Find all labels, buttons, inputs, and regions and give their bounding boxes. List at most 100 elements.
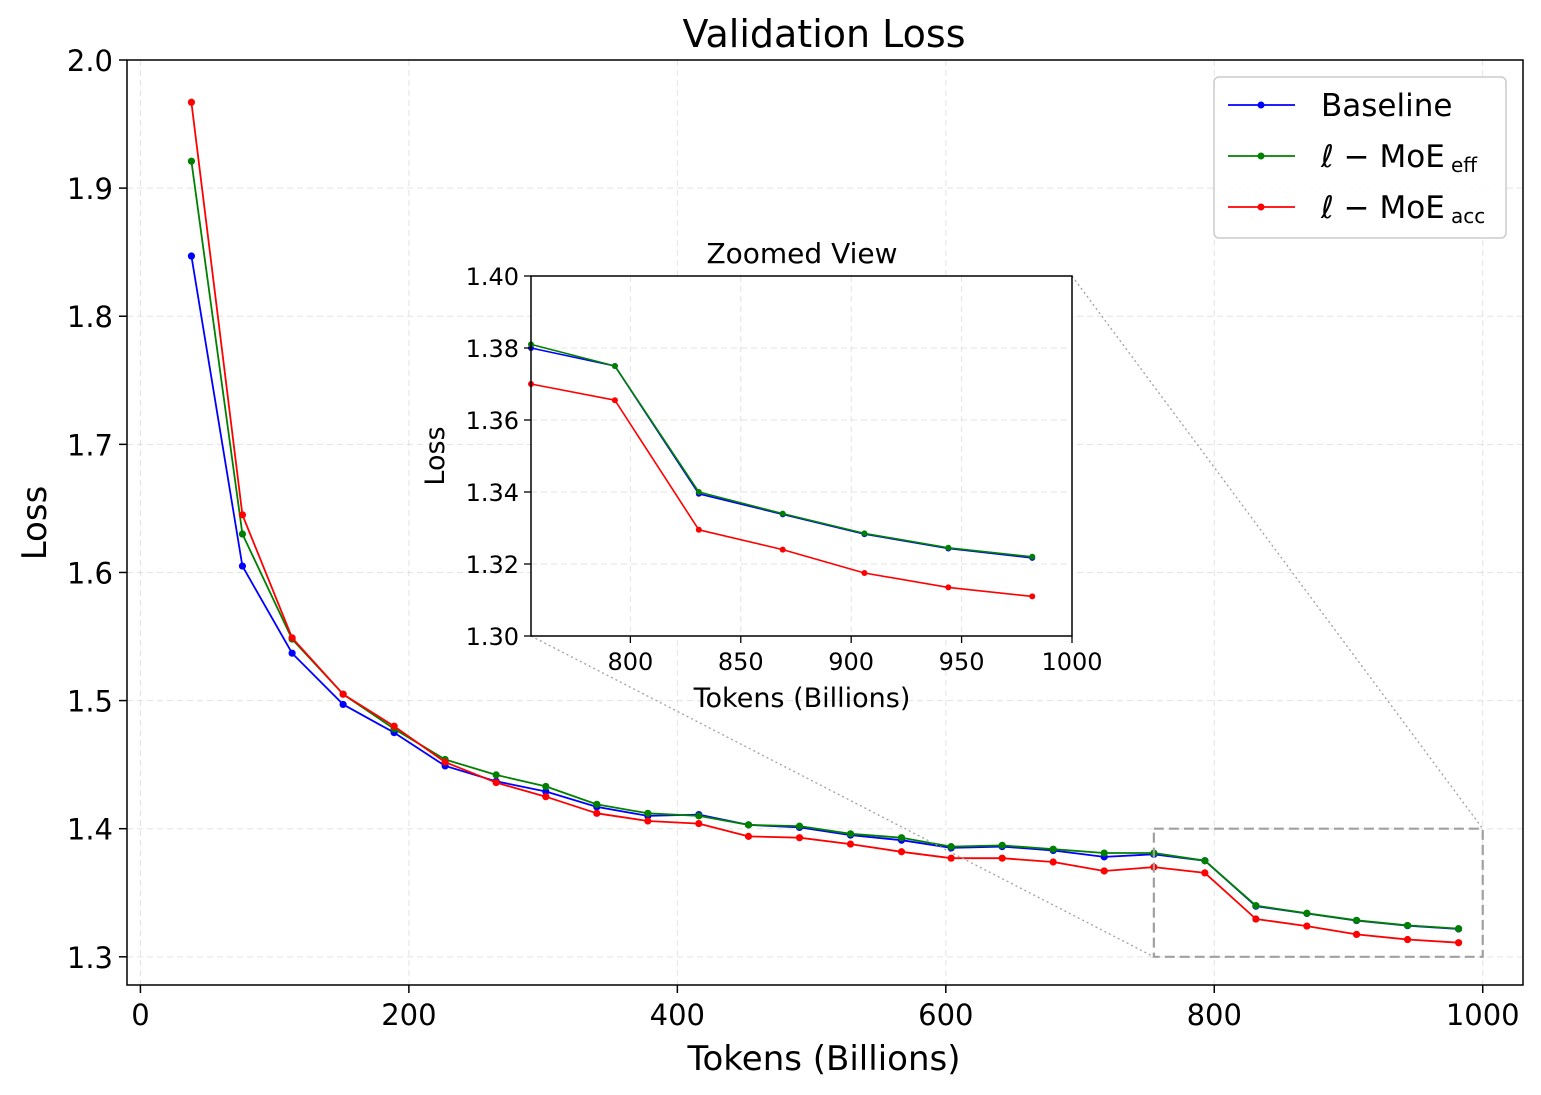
main-y-tick-label: 1.9 [67,172,113,206]
legend-entry-baseline: Baseline [1228,88,1452,124]
main-point-s1-16 [998,841,1006,849]
main-x-tick-label: 0 [131,998,149,1032]
main-point-s2-7 [542,793,550,801]
inset-y-tick-label: 1.32 [466,551,519,579]
main-series-line-1 [190,161,1459,930]
inset-y-tick-label: 1.34 [466,479,519,507]
inset-y-tick-label: 1.40 [466,263,519,291]
main-point-s1-14 [897,834,906,842]
main-y-tick-label: 1.8 [67,300,113,334]
inset-plot-frame [530,275,1073,637]
inset-x-ticks: 800 850 900 950 1000 [607,636,1103,676]
main-point-s1-18 [1100,849,1108,857]
main-point-s2-5 [441,758,449,766]
main-point-s1-12 [795,822,804,830]
inset-point-s2-21 [695,526,702,533]
main-point-s1-10 [695,812,703,820]
main-point-s0-0 [187,252,196,260]
legend-box [1213,76,1507,239]
main-y-ticks: 1.3 1.4 1.5 1.6 1.7 1.8 1.9 2.0 [67,44,127,975]
main-point-s2-18 [1100,867,1108,875]
main-y-tick-label: 1.5 [67,685,113,719]
main-title: Validation Loss [682,12,965,56]
inset-y-ticks: 1.30 1.32 1.34 1.36 1.38 1.40 [466,263,531,651]
inset-point-s2-23 [861,570,868,576]
main-point-s0-1 [238,562,247,570]
inset-background [531,276,1072,636]
inset-point-s1-21 [695,489,702,495]
main-point-s1-7 [542,782,550,791]
main-point-s2-21 [1252,915,1260,923]
main-point-s2-6 [492,778,500,787]
legend-marker-moe-eff [1257,152,1265,160]
main-point-s2-8 [593,809,601,817]
main-point-s2-20 [1201,869,1209,877]
main-x-ticks: 0 200 400 600 800 1000 [131,985,1520,1032]
main-point-s2-4 [390,722,398,730]
main-x-tick-label: 600 [918,998,973,1032]
main-y-tick-label: 2.0 [67,44,113,78]
inset-y-tick-label: 1.38 [466,335,519,363]
main-point-s1-1 [238,530,247,538]
main-point-s1-13 [846,830,855,838]
main-point-s0-7 [542,787,550,796]
main-point-s1-11 [744,821,753,829]
main-point-s1-0 [187,157,196,165]
main-point-s1-8 [593,800,601,808]
main-point-s1-20 [1201,857,1209,865]
inset-title: Zoomed View [706,237,897,270]
main-point-s2-17 [1049,858,1057,866]
legend-subscript-eff: eff [1451,153,1478,177]
main-point-s2-15 [947,854,955,862]
main-x-tick-label: 1000 [1446,998,1520,1032]
legend-entry-moe-eff: ℓ − MoE eff [1228,139,1478,177]
inset-point-s2-25 [1029,593,1036,600]
main-x-tick-label: 400 [650,998,705,1032]
inset-x-tick-label: 900 [828,648,874,676]
main-x-axis-label: Tokens (Billions) [687,1039,961,1079]
main-point-s1-23 [1352,916,1361,924]
main-series-line-2 [190,102,1459,944]
zoom-indicator [530,275,1484,958]
main-point-s1-17 [1049,845,1057,853]
main-x-tick-label: 200 [381,998,436,1032]
main-point-s1-24 [1403,921,1412,930]
main-y-tick-label: 1.7 [67,428,113,462]
inset-point-s1-25 [1029,553,1036,560]
main-point-s2-23 [1352,930,1361,938]
main-point-s1-22 [1303,909,1311,917]
inset-x-tick-label: 800 [607,648,653,676]
zoom-connector-bottom [530,635,1155,958]
legend-label-moe-acc: ℓ − MoE [1320,190,1445,226]
inset-point-s2-20 [611,397,618,404]
main-point-s2-13 [846,840,855,848]
main-x-tick-label: 800 [1187,998,1242,1032]
inset-x-tick-label: 950 [939,648,985,676]
inset-point-s1-23 [861,530,868,537]
inset-point-s1-20 [611,363,618,369]
main-point-s2-16 [998,854,1006,862]
inset-point-s1-22 [779,510,786,517]
main-point-s2-1 [238,511,247,519]
main-point-s1-15 [947,843,955,851]
main-point-s2-2 [288,634,296,642]
inset-x-tick-label: 850 [718,648,764,676]
main-series-lines [187,98,1463,947]
main-point-s2-25 [1454,939,1463,947]
legend-marker-baseline [1257,101,1265,109]
main-point-s0-3 [339,700,347,709]
main-y-tick-label: 1.6 [67,556,113,590]
main-point-s1-9 [644,809,652,817]
zoom-box [1152,827,1484,958]
legend: Baseline ℓ − MoE eff ℓ − MoE acc [1213,76,1507,239]
main-point-s1-25 [1454,925,1463,933]
inset-point-s2-24 [945,584,952,591]
main-point-s2-9 [644,817,652,825]
main-point-s2-0 [187,98,196,106]
main-point-s2-10 [695,819,703,828]
legend-marker-moe-acc [1257,203,1265,211]
legend-subscript-acc: acc [1451,204,1485,228]
inset-x-tick-label: 1000 [1041,648,1102,676]
inset-point-s2-22 [779,546,786,553]
